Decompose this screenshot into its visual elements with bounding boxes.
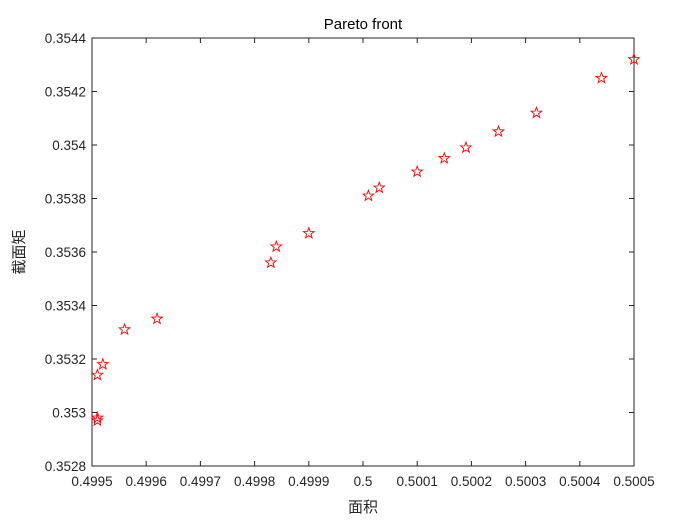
data-point — [264, 255, 278, 269]
y-tick-label: 0.353 — [52, 406, 86, 421]
data-point — [410, 164, 424, 178]
y-tick-label: 0.3536 — [45, 245, 86, 260]
x-axis-label: 面积 — [348, 498, 378, 516]
y-tick-label: 0.354 — [52, 138, 86, 153]
data-point — [594, 71, 609, 84]
data-point — [627, 52, 641, 65]
y-tick-label: 0.3544 — [45, 31, 87, 46]
chart-title: Pareto front — [324, 16, 403, 33]
y-tick-label: 0.3542 — [45, 85, 86, 100]
data-point — [90, 413, 105, 427]
data-point — [150, 311, 164, 325]
data-point — [529, 105, 544, 119]
x-tick-label: 0.4997 — [180, 474, 221, 489]
data-point — [372, 180, 386, 194]
data-point — [459, 140, 473, 154]
data-points — [90, 52, 641, 427]
data-point — [90, 368, 105, 381]
data-point — [437, 151, 451, 164]
x-tick-label: 0.4998 — [234, 474, 275, 489]
x-tick-label: 0.5001 — [397, 474, 438, 489]
y-tick-label: 0.3532 — [45, 352, 86, 367]
x-tick-label: 0.5003 — [505, 474, 546, 489]
x-tick-label: 0.5 — [354, 474, 373, 489]
plot-area — [91, 37, 635, 467]
data-point — [302, 226, 316, 239]
y-axis: 0.3528 0.353 0.3532 0.3534 0.3536 0.3538 0.354… — [45, 31, 634, 474]
x-tick-label: 0.5002 — [451, 474, 492, 489]
data-point — [361, 188, 376, 202]
x-tick-label: 0.4995 — [71, 474, 112, 489]
y-tick-label: 0.3528 — [45, 459, 86, 474]
y-tick-label: 0.3538 — [45, 192, 86, 207]
data-point — [117, 322, 132, 336]
x-tick-label: 0.4999 — [288, 474, 329, 489]
data-point — [491, 124, 506, 138]
x-tick-label: 0.4996 — [126, 474, 167, 489]
y-tick-label: 0.3534 — [45, 299, 87, 314]
y-axis-label: 截面矩 — [10, 229, 28, 274]
data-point — [90, 410, 105, 424]
data-point — [96, 357, 110, 370]
data-point — [269, 239, 283, 253]
x-axis: 0.4995 0.4996 0.4997 0.4998 0.4999 0.5 0.5001 0… — [71, 38, 655, 489]
x-tick-label: 0.5004 — [559, 474, 601, 489]
x-tick-label: 0.5005 — [613, 474, 654, 489]
